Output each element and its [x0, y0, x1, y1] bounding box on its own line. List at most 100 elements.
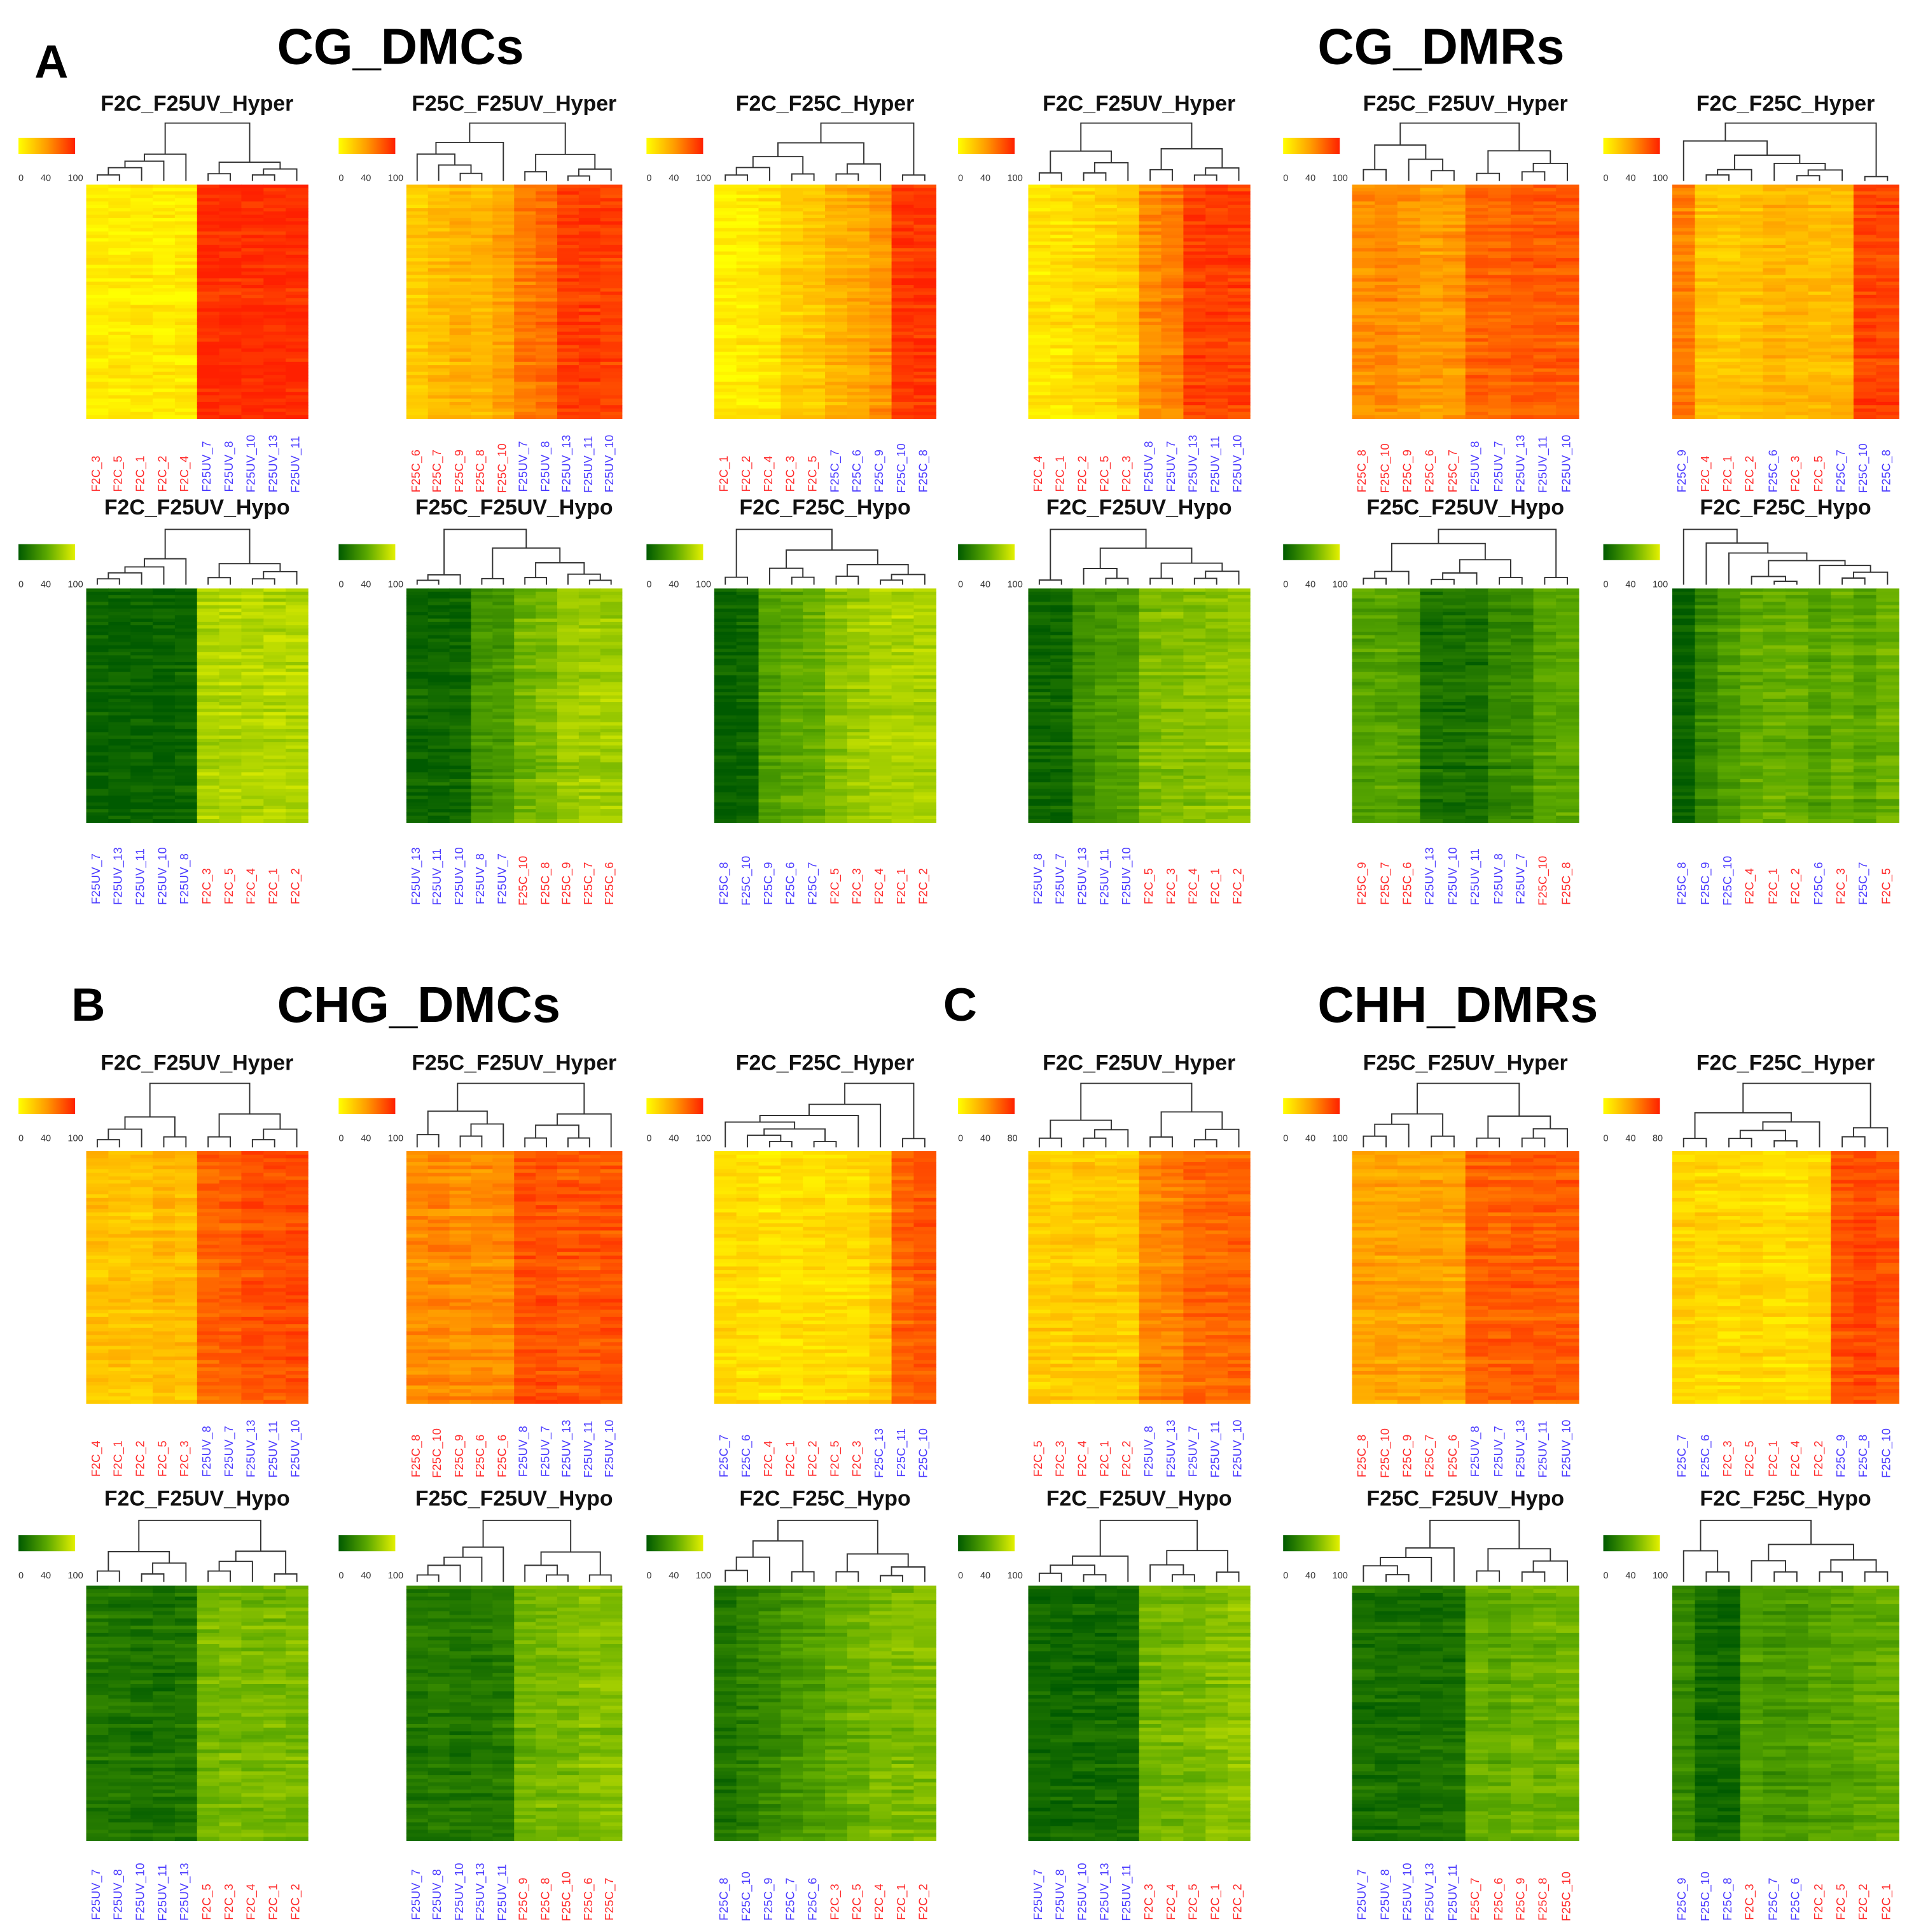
heatmap-cell	[1161, 415, 1184, 419]
heatmap-cell	[241, 778, 265, 783]
heatmap-cell	[1786, 355, 1809, 359]
heatmap-cell	[427, 395, 450, 399]
heatmap-cell	[736, 342, 759, 346]
heatmap-cell	[174, 789, 198, 793]
heatmap-cell	[492, 244, 515, 249]
heatmap-cell	[1420, 408, 1443, 413]
heatmap-cell	[1717, 318, 1741, 322]
heatmap-cell	[1763, 405, 1786, 410]
heatmap-cell	[108, 338, 131, 343]
heatmap-cell	[130, 595, 153, 599]
section-title-cg-dmcs: CG_DMCs	[277, 18, 524, 76]
heatmap-cell	[1397, 355, 1421, 359]
heatmap-cell	[263, 642, 286, 646]
heatmap-cell	[427, 382, 450, 386]
heatmap-cell	[153, 775, 176, 780]
heatmap-cell	[1786, 361, 1809, 366]
heatmap-cell	[1672, 281, 1696, 286]
heatmap-cell	[1786, 198, 1809, 202]
heatmap-cell	[1853, 401, 1877, 406]
heatmap-cell	[536, 291, 558, 296]
heatmap-cell	[286, 265, 309, 269]
heatmap-cell	[492, 184, 515, 189]
heatmap-cell	[1488, 392, 1511, 396]
heatmap-cell	[1205, 258, 1228, 262]
heatmap-cell	[86, 345, 109, 349]
heatmap-cell	[286, 382, 309, 386]
heatmap-cell	[263, 732, 286, 736]
heatmap-cell	[736, 278, 759, 282]
heatmap-cell	[406, 188, 429, 192]
heatmap-cell	[263, 235, 286, 239]
heatmap-cell	[241, 401, 265, 406]
sample-label: F25UV_7	[1492, 441, 1506, 492]
heatmap-cell	[241, 244, 265, 249]
heatmap-cell	[1443, 305, 1466, 309]
heatmap-cell	[891, 278, 915, 282]
heatmap-cell	[263, 752, 286, 756]
heatmap-cell	[1808, 325, 1832, 329]
heatmap-cell	[514, 388, 536, 392]
heatmap-cell	[1510, 235, 1534, 239]
heatmap-cell	[1420, 221, 1443, 226]
heatmap-cell	[427, 265, 450, 269]
heatmap-cell	[1028, 238, 1051, 242]
heatmap-cell	[1740, 382, 1764, 386]
heatmap-cell	[1808, 368, 1832, 373]
heatmap-cell	[1443, 211, 1466, 216]
heatmap-cell	[108, 408, 131, 413]
heatmap-cell	[1183, 221, 1207, 226]
heatmap-cell	[714, 238, 737, 242]
heatmap-cell	[406, 261, 429, 266]
heatmap-cell	[1717, 375, 1741, 379]
heatmap-cell	[1556, 221, 1579, 226]
heatmap-cell	[241, 595, 265, 599]
heatmap-cell	[1375, 281, 1398, 286]
dendrogram-branch	[1733, 155, 1801, 170]
heatmap-cell	[174, 385, 198, 389]
heatmap-cell	[600, 361, 623, 366]
heatmap-cell	[578, 261, 601, 266]
heatmap-cell	[108, 358, 131, 362]
heatmap-cell	[130, 588, 153, 593]
heatmap-cell	[492, 398, 515, 403]
heatmap-cell	[891, 258, 915, 262]
heatmap-cell	[174, 665, 198, 670]
heatmap-cell	[1116, 395, 1140, 399]
heatmap-cell	[557, 355, 579, 359]
heatmap-cell	[1695, 365, 1718, 369]
heatmap-cell	[736, 228, 759, 232]
heatmap-cell	[1510, 204, 1534, 209]
heatmap-cell	[86, 201, 109, 205]
heatmap-cell	[219, 228, 242, 232]
heatmap-cell	[406, 244, 429, 249]
heatmap-cell	[153, 608, 176, 612]
heatmap-cell	[241, 345, 265, 349]
heatmap-cell	[1763, 204, 1786, 209]
heatmap-cell	[86, 408, 109, 413]
heatmap-cell	[130, 355, 153, 359]
heatmap-cell	[1050, 235, 1073, 239]
heatmap-cell	[263, 204, 286, 209]
heatmap-cell	[1420, 411, 1443, 416]
heatmap-cell	[1161, 188, 1184, 192]
heatmap-cell	[1050, 318, 1073, 322]
heatmap-cell	[108, 719, 131, 723]
heatmap-cell	[174, 268, 198, 272]
heatmap-cell	[825, 328, 848, 333]
heatmap-cell	[1808, 208, 1832, 212]
heatmap-cell	[174, 241, 198, 245]
heatmap-cell	[1095, 261, 1118, 266]
heatmap-cell	[406, 198, 429, 202]
heatmap-cell	[241, 725, 265, 729]
heatmap-cell	[174, 305, 198, 309]
heatmap-cell	[263, 621, 286, 626]
dendrogram	[725, 122, 926, 181]
heatmap-cell	[1695, 411, 1718, 416]
heatmap-cell	[1072, 228, 1095, 232]
heatmap-cell	[1443, 265, 1466, 269]
heatmap-cell	[913, 411, 937, 416]
heatmap-cell	[174, 738, 198, 743]
heatmap-cell	[825, 248, 848, 252]
heatmap-cell	[1853, 328, 1877, 333]
